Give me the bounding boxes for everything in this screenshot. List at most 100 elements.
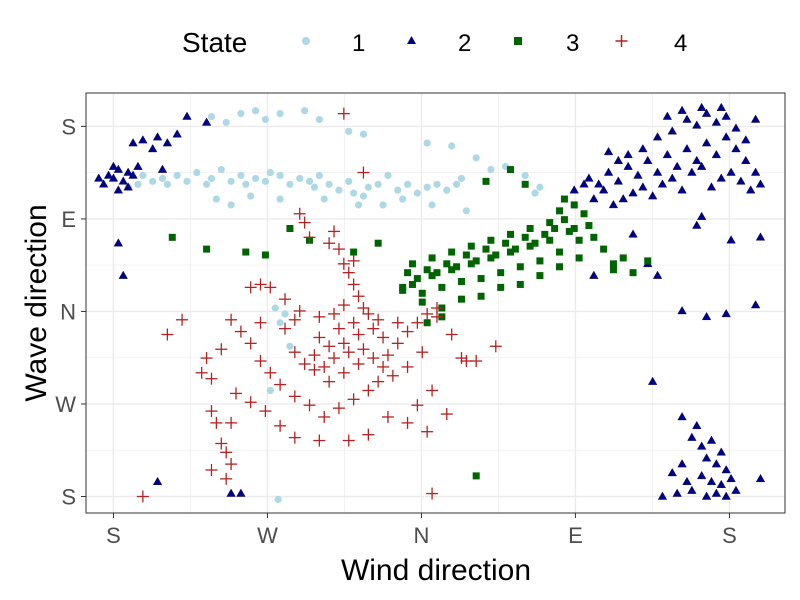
data-point	[274, 419, 287, 432]
data-point	[536, 257, 544, 265]
data-point	[448, 142, 456, 150]
data-point	[697, 441, 707, 450]
data-point	[600, 245, 608, 253]
data-point	[570, 224, 578, 232]
data-point	[279, 322, 292, 335]
data-point	[603, 147, 614, 156]
data-point	[315, 115, 323, 124]
data-point	[394, 186, 402, 194]
data-point	[362, 307, 375, 320]
legend-label-2: 2	[458, 30, 471, 57]
data-point	[377, 331, 390, 344]
data-point	[506, 230, 514, 238]
data-point	[157, 164, 168, 173]
data-point	[152, 476, 163, 485]
data-point	[229, 387, 242, 400]
data-point	[692, 155, 702, 164]
data-point	[352, 357, 365, 370]
data-point	[682, 114, 692, 123]
data-point	[443, 186, 451, 194]
data-point	[721, 132, 731, 141]
data-point	[440, 408, 453, 421]
data-point	[226, 488, 236, 497]
data-point	[692, 220, 702, 229]
data-point	[721, 491, 731, 500]
data-point	[750, 300, 761, 309]
data-point	[644, 257, 652, 265]
data-point	[570, 201, 578, 209]
data-point	[118, 176, 128, 185]
data-point	[315, 171, 323, 180]
data-point	[404, 269, 412, 277]
data-point	[347, 393, 360, 406]
data-point	[589, 194, 599, 203]
data-point	[516, 280, 524, 288]
data-point	[423, 183, 431, 191]
data-point	[323, 340, 336, 353]
legend-key-4-icon	[615, 35, 628, 47]
data-point	[381, 349, 394, 362]
data-point	[313, 331, 326, 344]
data-point	[293, 207, 306, 220]
data-point	[345, 127, 353, 135]
data-point	[672, 161, 682, 170]
data-point	[726, 473, 736, 483]
data-point	[220, 446, 233, 459]
data-point	[657, 491, 668, 500]
data-point	[565, 227, 573, 235]
data-point	[193, 168, 201, 177]
data-point	[313, 310, 326, 323]
data-point	[613, 176, 623, 185]
data-point	[731, 144, 741, 153]
data-point	[342, 346, 355, 359]
data-point	[252, 174, 260, 183]
data-point	[721, 111, 731, 120]
data-point	[457, 277, 465, 285]
data-point	[286, 342, 294, 350]
data-point	[374, 180, 382, 188]
data-point	[301, 107, 309, 115]
data-point	[421, 425, 434, 438]
data-point	[721, 465, 731, 474]
data-point	[274, 495, 282, 504]
data-point	[123, 167, 133, 176]
data-point	[426, 487, 439, 500]
y-tick-label: N	[60, 299, 76, 324]
y-tick-label: E	[61, 207, 76, 232]
data-point	[711, 488, 722, 497]
data-point	[590, 233, 598, 241]
data-point	[411, 399, 424, 412]
data-point	[118, 270, 128, 279]
data-point	[225, 416, 238, 429]
data-point	[113, 164, 123, 173]
data-point	[298, 216, 311, 229]
data-point	[401, 325, 414, 338]
data-point	[741, 135, 751, 144]
data-point	[337, 366, 350, 379]
data-point	[201, 117, 212, 126]
data-point	[438, 283, 446, 291]
data-point	[252, 107, 260, 115]
series-2	[94, 102, 766, 500]
data-point	[430, 302, 443, 315]
data-point	[477, 292, 485, 300]
x-tick-label: S	[106, 523, 121, 548]
data-point	[108, 173, 119, 182]
data-point	[99, 179, 109, 188]
data-point	[332, 322, 345, 335]
data-point	[94, 173, 104, 182]
data-point	[254, 355, 267, 368]
data-point	[556, 207, 564, 215]
data-point	[379, 201, 387, 209]
data-point	[477, 275, 485, 283]
data-point	[746, 185, 756, 194]
data-point	[482, 177, 490, 185]
data-point	[391, 337, 404, 350]
data-point	[428, 272, 436, 280]
data-point	[585, 222, 593, 230]
data-point	[467, 260, 475, 268]
data-point	[421, 307, 434, 320]
data-point	[149, 177, 157, 185]
data-point	[575, 254, 583, 262]
data-point	[337, 107, 350, 120]
